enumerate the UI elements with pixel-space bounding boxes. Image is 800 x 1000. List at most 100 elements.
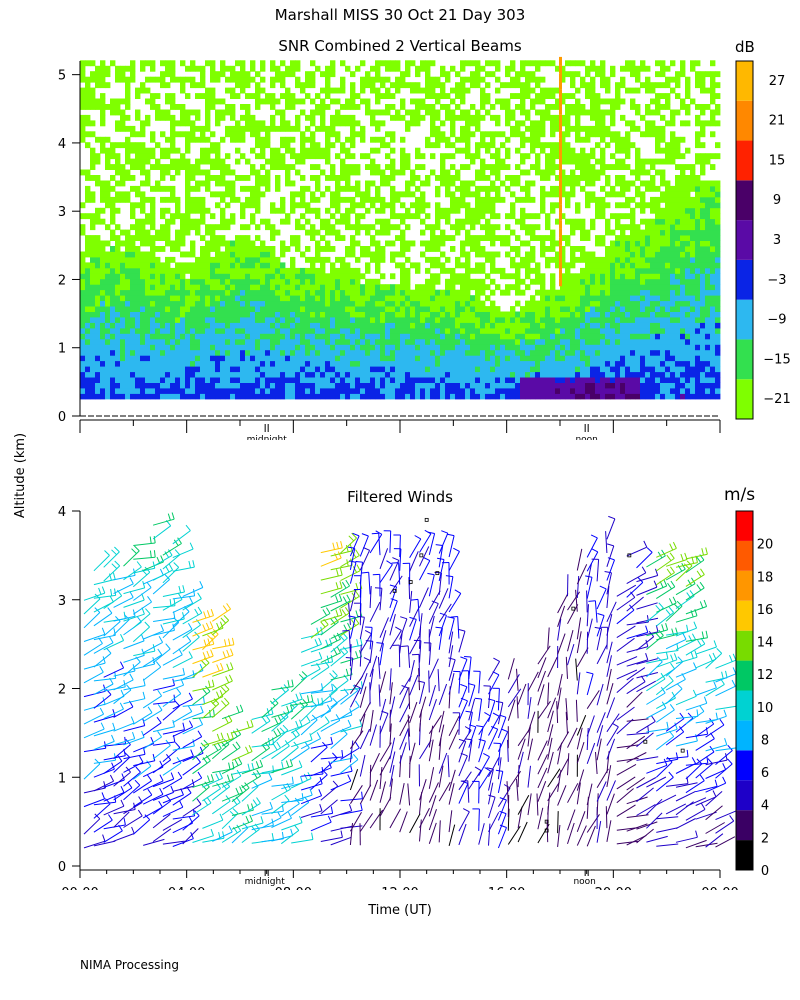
snr-cell [180,262,186,269]
snr-cell [185,355,191,362]
snr-cell [150,317,156,323]
snr-cell [250,65,256,72]
snr-cell [500,180,506,187]
snr-cell [350,338,356,345]
snr-cell [170,93,176,99]
snr-cell [410,109,416,116]
snr-cell [155,235,161,241]
snr-cell [135,235,141,241]
snr-cell [465,240,471,247]
snr-cell [355,360,361,367]
snr-cell [590,273,596,280]
snr-cell [390,147,396,154]
snr-cell [145,267,151,274]
snr-cell [485,333,491,340]
snr-cell [400,371,406,378]
snr-cell [250,213,256,220]
snr-cell [460,349,466,356]
snr-cell [110,300,116,307]
snr-cell [390,131,396,138]
snr-cell [270,377,276,383]
snr-cell [150,196,156,203]
snr-cell [200,338,206,345]
snr-cell [170,306,176,312]
snr-cell [640,344,646,351]
snr-cell [300,344,306,351]
snr-cell [270,147,276,154]
snr-cell [595,175,601,181]
snr-cell [110,109,116,116]
snr-cell [575,136,581,143]
snr-cell [495,114,501,121]
snr-cell [610,262,616,269]
snr-cell [150,388,156,394]
snr-cell [160,388,166,394]
snr-cell [620,142,626,149]
snr-cell [500,371,506,378]
snr-cell [240,246,246,252]
snr-cell [100,240,106,247]
snr-cell [300,317,306,323]
snr-cell [380,382,386,389]
snr-cell [620,295,626,302]
snr-cell [405,317,411,323]
snr-cell [245,196,251,203]
snr-cell [130,284,136,291]
snr-cell [240,366,246,373]
snr-cell [320,295,326,302]
snr-cell [295,158,301,165]
snr-cell [295,284,301,291]
snr-cell [590,76,596,83]
snr-cell [545,246,551,252]
snr-cell [565,202,571,209]
snr-cell [475,327,481,334]
snr-cell [295,333,301,340]
snr-cell [620,246,626,252]
snr-cell [430,333,436,340]
snr-cell [220,256,226,263]
snr-cell [475,311,481,318]
snr-cell [520,262,526,269]
snr-cell [115,322,121,329]
snr-cell [255,136,261,143]
snr-cell [520,278,526,285]
snr-cell [145,333,151,340]
snr-cell [320,289,326,296]
snr-cell [400,164,406,170]
snr-cell [385,60,391,67]
snr-cell [405,191,411,198]
snr-cell [285,300,291,307]
snr-cell [505,377,511,383]
snr-cell [595,240,601,247]
snr-cell [255,284,261,291]
snr-cell [220,109,226,116]
snr-cell [240,104,246,110]
snr-cell [125,125,131,132]
snr-cell [270,125,276,132]
snr-cell [490,338,496,345]
snr-cell [440,360,446,367]
snr-cell [530,382,536,389]
snr-cell [275,333,281,340]
snr-cell [380,180,386,187]
snr-cell [630,87,636,94]
snr-cell [585,322,591,329]
snr-cell [230,251,236,258]
snr-cell [160,169,166,176]
snr-cell [635,322,641,329]
snr-cell [140,180,146,187]
snr-cell [115,317,121,323]
snr-cell [210,229,216,236]
snr-cell [510,284,516,291]
snr-cell [335,338,341,345]
snr-cell [560,65,566,72]
snr-cell [555,142,561,149]
snr-cell [460,82,466,89]
snr-cell [125,360,131,367]
snr-cell [300,98,306,105]
snr-cell [550,131,556,138]
snr-cell [635,125,641,132]
snr-cell [315,377,321,383]
snr-cell [485,60,491,67]
snr-cell [460,295,466,302]
